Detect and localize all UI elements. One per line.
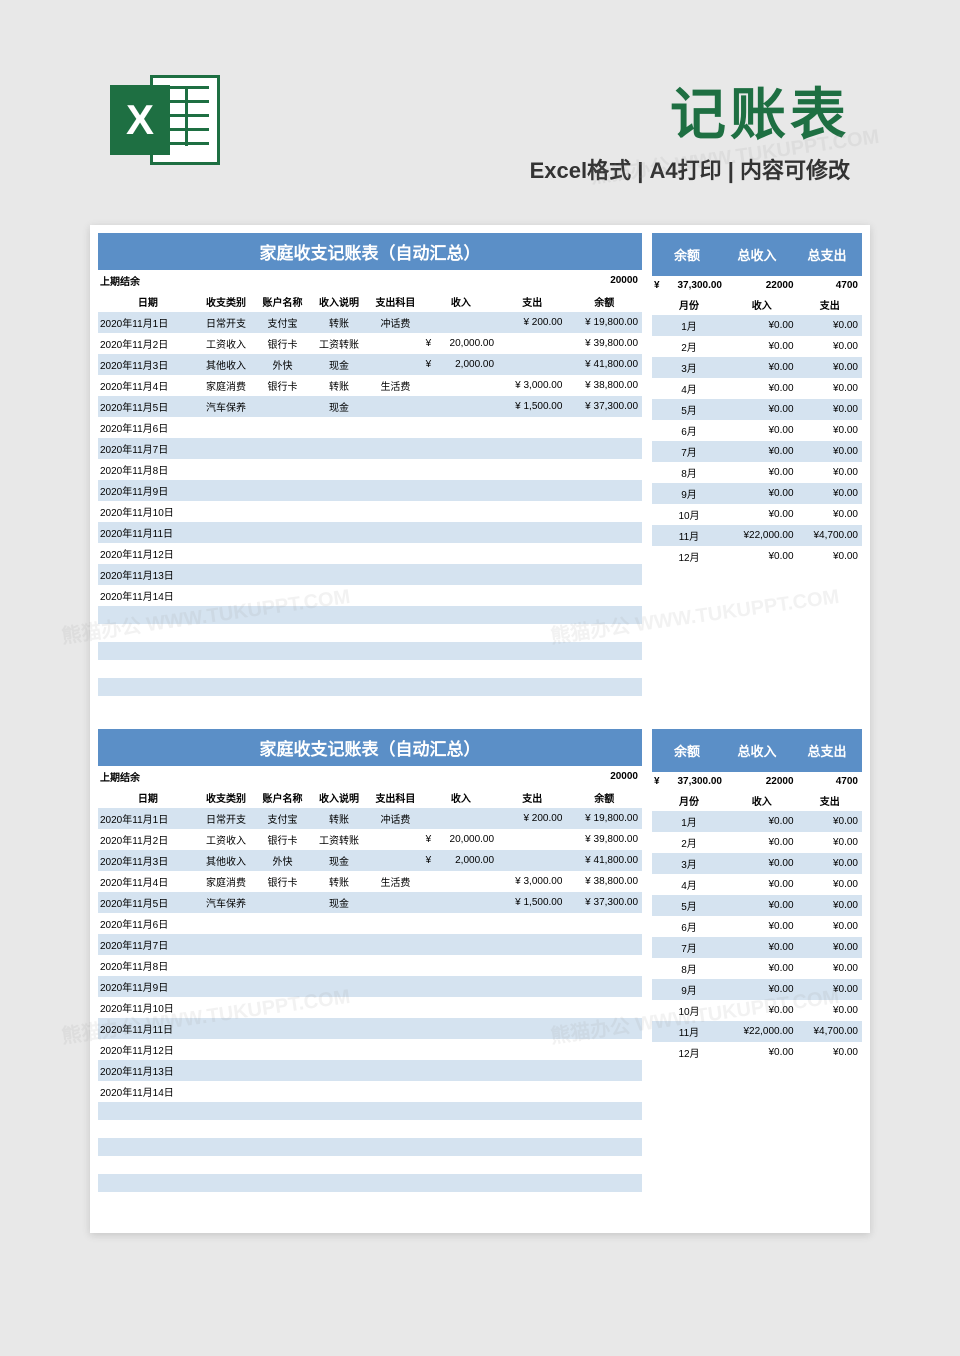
summary-row: 11月¥22,000.00¥4,700.00 bbox=[652, 525, 862, 546]
table-row: 2020年11月11日 bbox=[98, 1018, 642, 1039]
spreadsheet-preview: 家庭收支记账表（自动汇总）上期结余20000日期收支类别账户名称收入说明支出科目… bbox=[90, 225, 870, 1233]
table-row bbox=[98, 1192, 642, 1210]
table-row bbox=[98, 1156, 642, 1174]
summary-row: 7月¥0.00¥0.00 bbox=[652, 441, 862, 462]
table-row: 2020年11月10日 bbox=[98, 501, 642, 522]
summary-row: 5月¥0.00¥0.00 bbox=[652, 399, 862, 420]
table-row: 2020年11月14日 bbox=[98, 585, 642, 606]
summary-row: 1月¥0.00¥0.00 bbox=[652, 811, 862, 832]
summary-row: 7月¥0.00¥0.00 bbox=[652, 937, 862, 958]
summary-row: 5月¥0.00¥0.00 bbox=[652, 895, 862, 916]
table-row: 2020年11月2日工资收入银行卡工资转账¥20,000.00 ¥ 39,800… bbox=[98, 333, 642, 354]
table-row bbox=[98, 1138, 642, 1156]
table-row: 2020年11月6日 bbox=[98, 417, 642, 438]
table-row: 2020年11月7日 bbox=[98, 934, 642, 955]
ledger-title: 家庭收支记账表（自动汇总） bbox=[98, 233, 642, 270]
ledger-title: 家庭收支记账表（自动汇总） bbox=[98, 729, 642, 766]
table-row: 2020年11月12日 bbox=[98, 1039, 642, 1060]
table-row bbox=[98, 642, 642, 660]
table-row: 2020年11月7日 bbox=[98, 438, 642, 459]
table-row: 2020年11月11日 bbox=[98, 522, 642, 543]
table-row bbox=[98, 624, 642, 642]
table-row: 2020年11月3日其他收入外快现金¥2,000.00 ¥ 41,800.00 bbox=[98, 850, 642, 871]
summary-row: 11月¥22,000.00¥4,700.00 bbox=[652, 1021, 862, 1042]
table-row bbox=[98, 678, 642, 696]
page-title: 记账表 bbox=[250, 70, 850, 151]
header: X 记账表 Excel格式 | A4打印 | 内容可修改 bbox=[0, 0, 960, 205]
table-row: 2020年11月5日汽车保养现金¥ 1,500.00¥ 37,300.00 bbox=[98, 396, 642, 417]
table-row: 2020年11月5日汽车保养现金¥ 1,500.00¥ 37,300.00 bbox=[98, 892, 642, 913]
table-row: 2020年11月2日工资收入银行卡工资转账¥20,000.00 ¥ 39,800… bbox=[98, 829, 642, 850]
table-row: 2020年11月9日 bbox=[98, 976, 642, 997]
summary-row: 4月¥0.00¥0.00 bbox=[652, 874, 862, 895]
page-subtitle: Excel格式 | A4打印 | 内容可修改 bbox=[250, 153, 850, 185]
summary-row: 12月¥0.00¥0.00 bbox=[652, 546, 862, 567]
table-row: 2020年11月13日 bbox=[98, 564, 642, 585]
summary-row: 1月¥0.00¥0.00 bbox=[652, 315, 862, 336]
table-row bbox=[98, 1120, 642, 1138]
excel-icon: X bbox=[110, 70, 220, 170]
summary-row: 4月¥0.00¥0.00 bbox=[652, 378, 862, 399]
summary-row: 2月¥0.00¥0.00 bbox=[652, 832, 862, 853]
table-row bbox=[98, 660, 642, 678]
table-row: 2020年11月3日其他收入外快现金¥2,000.00 ¥ 41,800.00 bbox=[98, 354, 642, 375]
table-row: 2020年11月1日日常开支支付宝转账冲话费¥ 200.00¥ 19,800.0… bbox=[98, 312, 642, 333]
summary-row: 8月¥0.00¥0.00 bbox=[652, 462, 862, 483]
summary-row: 10月¥0.00¥0.00 bbox=[652, 504, 862, 525]
summary-row: 12月¥0.00¥0.00 bbox=[652, 1042, 862, 1063]
table-row: 2020年11月12日 bbox=[98, 543, 642, 564]
summary-row: 9月¥0.00¥0.00 bbox=[652, 979, 862, 1000]
main-ledger: 家庭收支记账表（自动汇总）上期结余20000日期收支类别账户名称收入说明支出科目… bbox=[98, 233, 642, 714]
main-ledger: 家庭收支记账表（自动汇总）上期结余20000日期收支类别账户名称收入说明支出科目… bbox=[98, 729, 642, 1210]
table-row: 2020年11月13日 bbox=[98, 1060, 642, 1081]
summary-row: 9月¥0.00¥0.00 bbox=[652, 483, 862, 504]
table-row: 2020年11月4日家庭消费银行卡转账生活费¥ 3,000.00¥ 38,800… bbox=[98, 375, 642, 396]
table-row bbox=[98, 1102, 642, 1120]
summary-row: 8月¥0.00¥0.00 bbox=[652, 958, 862, 979]
summary-panel: 余额总收入总支出¥37,300.00220004700月份收入支出1月¥0.00… bbox=[652, 233, 862, 714]
table-row: 2020年11月9日 bbox=[98, 480, 642, 501]
table-row: 2020年11月8日 bbox=[98, 955, 642, 976]
table-row bbox=[98, 696, 642, 714]
summary-row: 3月¥0.00¥0.00 bbox=[652, 357, 862, 378]
summary-row: 6月¥0.00¥0.00 bbox=[652, 420, 862, 441]
table-row: 2020年11月1日日常开支支付宝转账冲话费¥ 200.00¥ 19,800.0… bbox=[98, 808, 642, 829]
table-row: 2020年11月8日 bbox=[98, 459, 642, 480]
summary-row: 10月¥0.00¥0.00 bbox=[652, 1000, 862, 1021]
summary-row: 2月¥0.00¥0.00 bbox=[652, 336, 862, 357]
table-row: 2020年11月6日 bbox=[98, 913, 642, 934]
summary-panel: 余额总收入总支出¥37,300.00220004700月份收入支出1月¥0.00… bbox=[652, 729, 862, 1210]
summary-row: 3月¥0.00¥0.00 bbox=[652, 853, 862, 874]
table-row bbox=[98, 606, 642, 624]
table-row: 2020年11月10日 bbox=[98, 997, 642, 1018]
summary-row: 6月¥0.00¥0.00 bbox=[652, 916, 862, 937]
table-row: 2020年11月4日家庭消费银行卡转账生活费¥ 3,000.00¥ 38,800… bbox=[98, 871, 642, 892]
table-row bbox=[98, 1174, 642, 1192]
table-row: 2020年11月14日 bbox=[98, 1081, 642, 1102]
